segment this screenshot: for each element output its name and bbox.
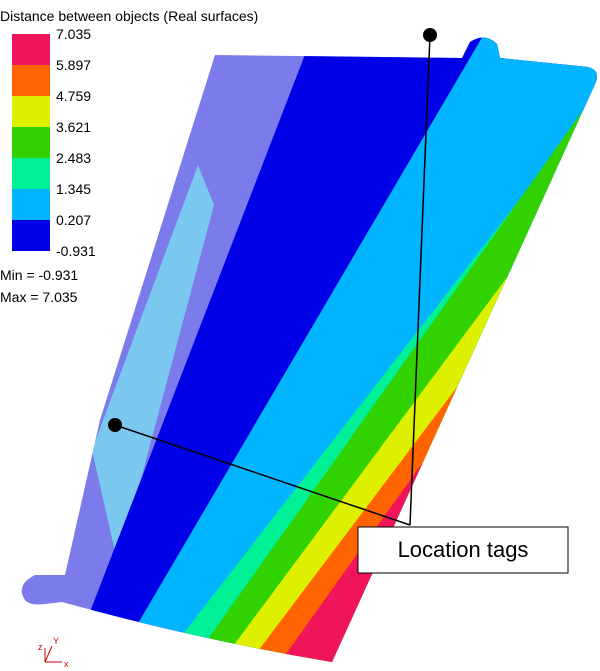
colorbar-band: [12, 127, 50, 158]
colorbar-label: 0.207: [56, 212, 91, 228]
colorbar-band: [12, 189, 50, 220]
colorbar-band: [12, 34, 50, 65]
colorbar-label: 1.345: [56, 181, 91, 197]
tag-dot: [108, 418, 122, 432]
location-tags: Location tags: [108, 28, 569, 574]
colorbar-label: 4.759: [56, 88, 91, 104]
triad-x: x: [64, 659, 69, 669]
colorbar-band: [12, 158, 50, 189]
triad-z: z: [38, 642, 43, 652]
legend-max: Max = 7.035: [0, 289, 78, 305]
colorbar-label: 5.897: [56, 57, 91, 73]
annotation-label: Location tags: [398, 537, 529, 562]
legend-title: Distance between objects (Real surfaces): [0, 8, 258, 24]
tag-dot: [423, 28, 437, 42]
colorbar-label: -0.931: [56, 243, 96, 259]
triad-y: Y: [53, 636, 59, 646]
axis-triad: z Y x: [38, 636, 69, 669]
annotation-box: [357, 526, 569, 574]
colorbar-band: [12, 220, 50, 251]
colorbar: 7.035 5.897 4.759 3.621 2.483 1.345 0.207 -0.93…: [12, 26, 96, 259]
colorbar-band: [12, 65, 50, 96]
legend-min: Min = -0.931: [0, 267, 78, 283]
colorbar-band: [12, 96, 50, 127]
colorbar-label: 7.035: [56, 26, 91, 42]
colorbar-label: 3.621: [56, 119, 91, 135]
colorbar-label: 2.483: [56, 150, 91, 166]
